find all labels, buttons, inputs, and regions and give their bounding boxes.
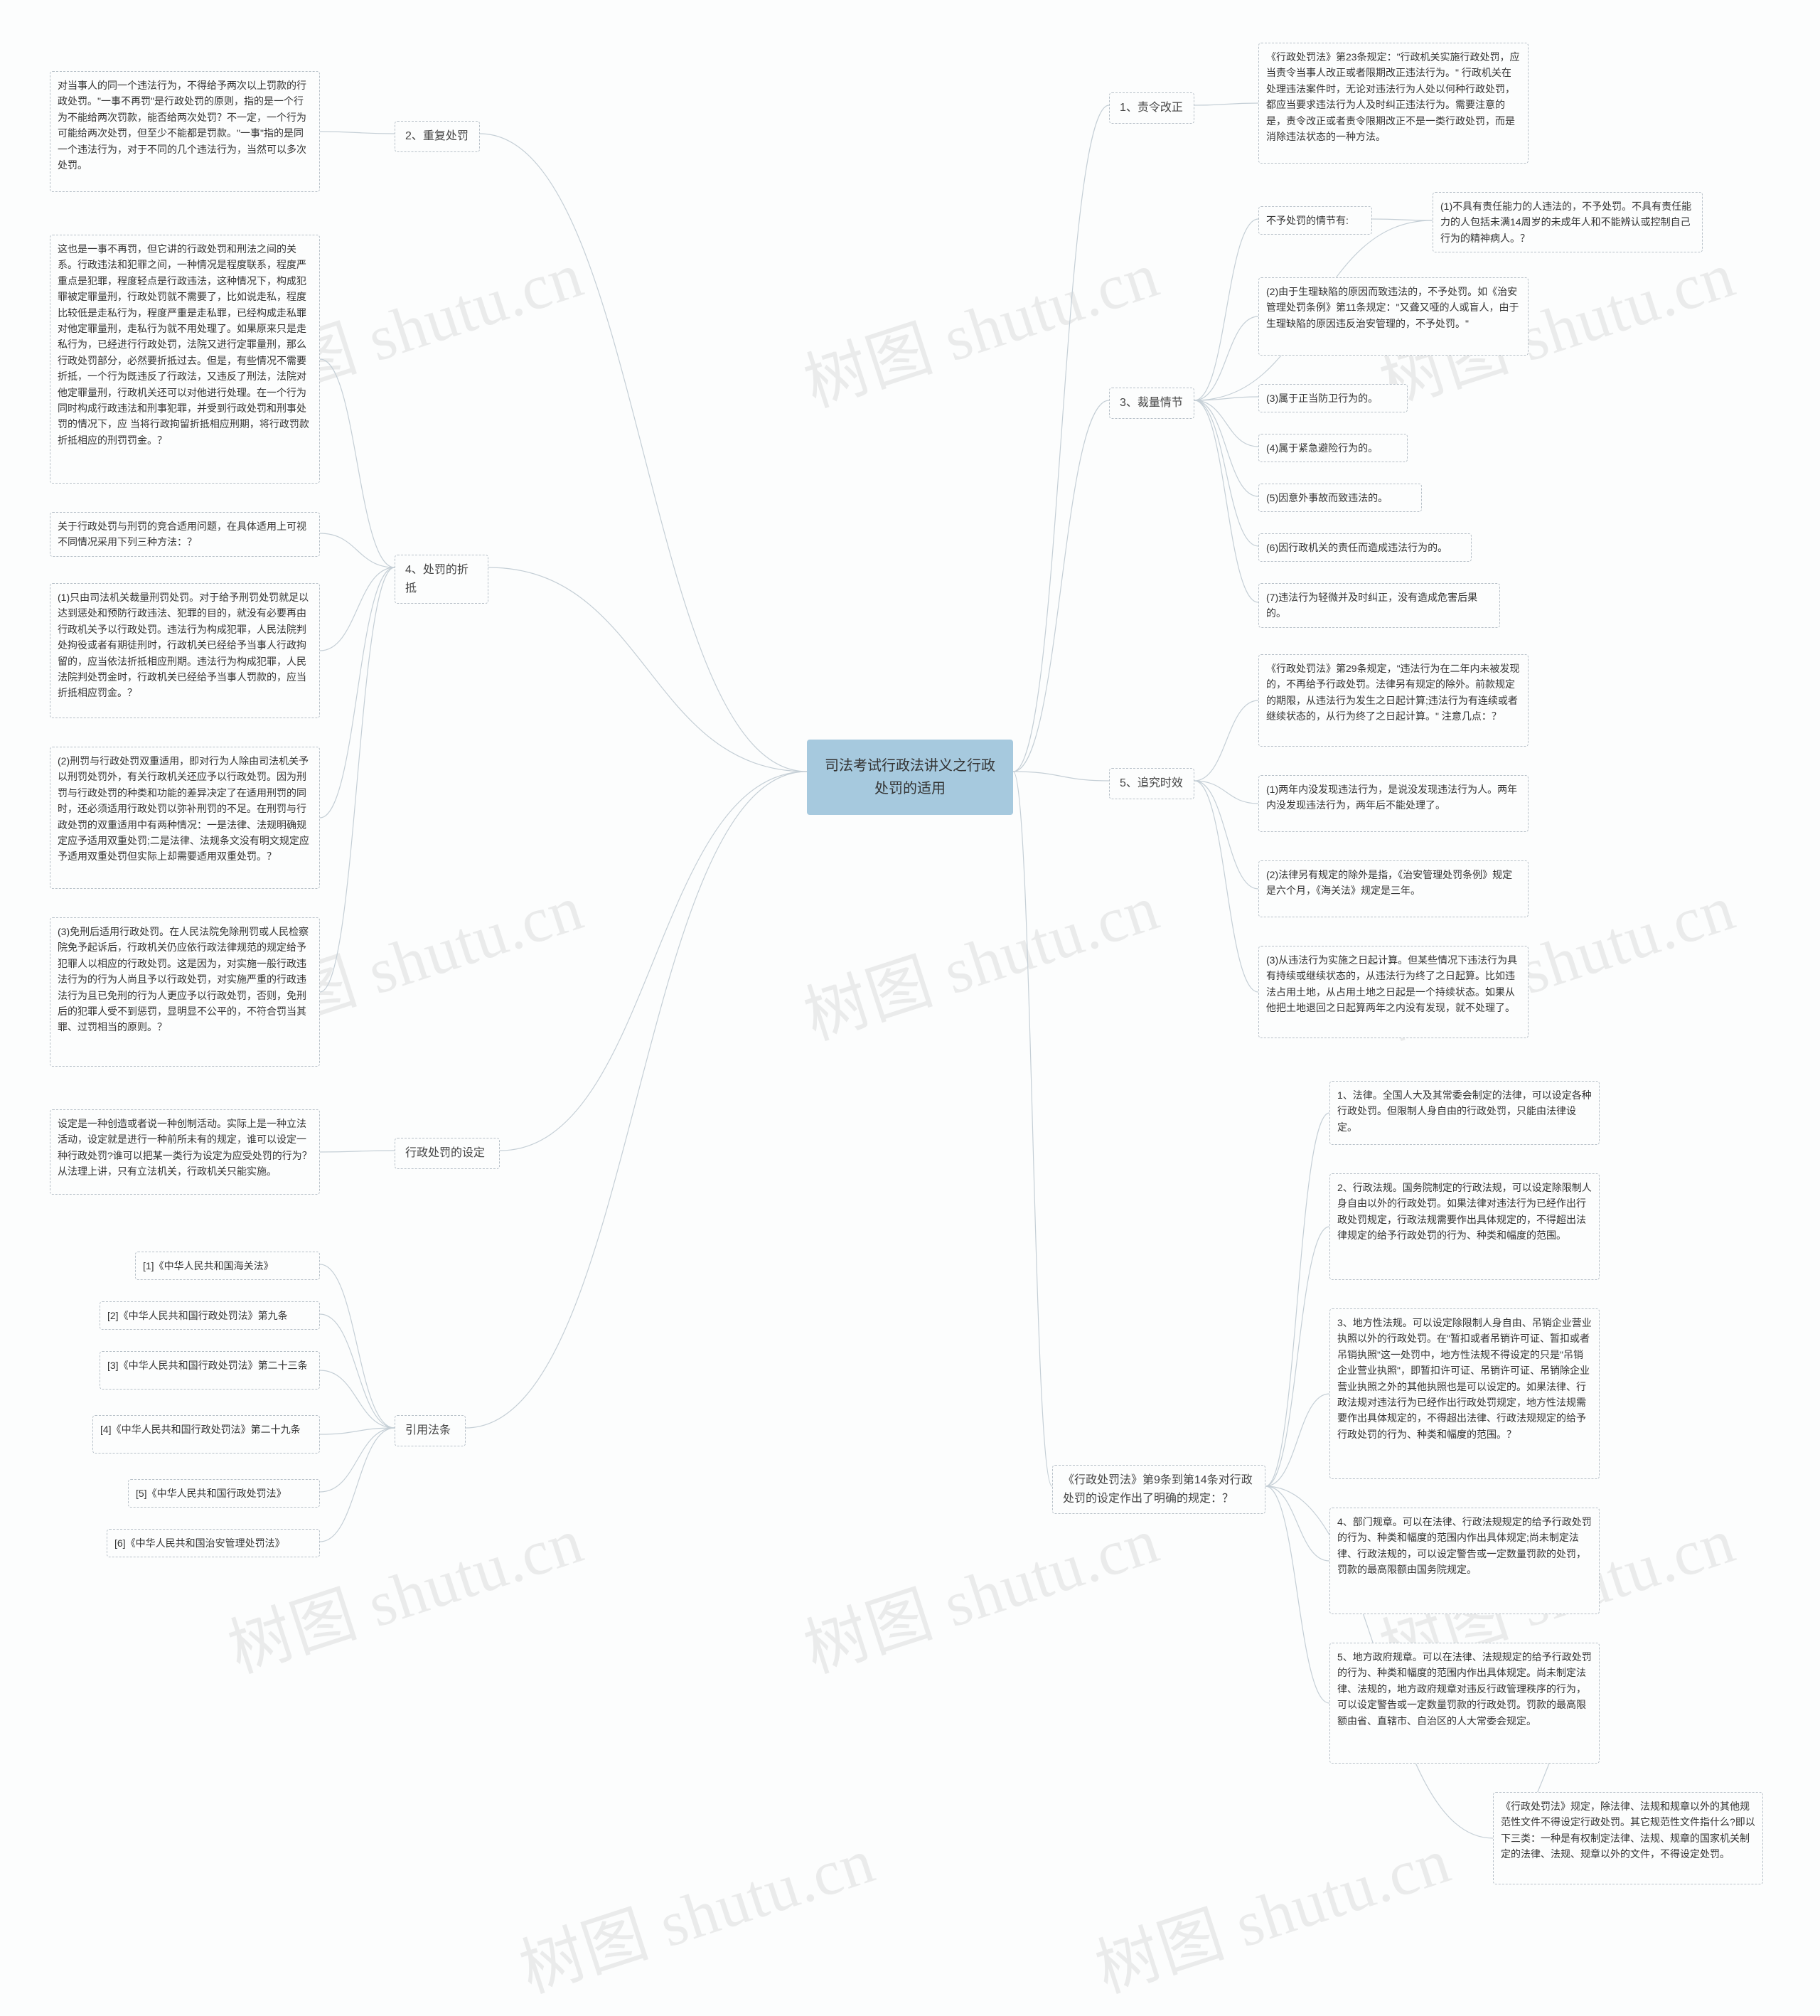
watermark: 树图 shutu.cn [791,855,1169,1057]
r2-child-1: (1)不具有责任能力的人违法的，不予处罚。不具有责任能力的人包括未满14周岁的未… [1433,192,1703,252]
l3-title-text: 行政处罚的设定 [405,1147,485,1159]
r2-child-4-text: (4)属于紧急避险行为的。 [1266,442,1378,454]
watermark: 树图 shutu.cn [791,1488,1169,1690]
r4-child-0-text: 1、法律。全国人大及其常委会制定的法律，可以设定各种行政处罚。但限制人身自由的行… [1337,1089,1592,1133]
l2-child-1: 关于行政处罚与刑罚的竞合适用问题，在具体适用上可视不同情况采用下列三种方法：？ [50,512,320,557]
r2-child-5: (5)因意外事故而致违法的。 [1258,484,1422,512]
center-node: 司法考试行政法讲义之行政处罚的适用 [807,740,1013,815]
r3-child-2-text: (2)法律另有规定的除外是指，《治安管理处罚条例》规定是六个月，《海关法》规定是… [1266,869,1512,896]
r3-title-text: 5、追究时效 [1120,777,1183,789]
l2-child-0: 这也是一事不再罚，但它讲的行政处罚和刑法之间的关系。行政违法和犯罪之间，一种情况… [50,235,320,484]
r4-child-4-text: 5、地方政府规章。可以在法律、法规规定的给予行政处罚的行为、种类和幅度的范围内作… [1337,1651,1592,1727]
l4-child-2-text: [3]《中华人民共和国行政处罚法》第二十三条 [107,1360,308,1371]
r2-child-3: (3)属于正当防卫行为的。 [1258,384,1408,412]
l3-child-0-text: 设定是一种创造或者说一种创制活动。实际上是一种立法活动，设定就是进行一种前所未有… [58,1118,312,1177]
l4-child-0: [1]《中华人民共和国海关法》 [135,1252,320,1280]
l4-title: 引用法条 [395,1415,466,1446]
r4-title: 《行政处罚法》第9条到第14条对行政处罚的设定作出了明确的规定：？ [1052,1465,1265,1514]
watermark: 树图 shutu.cn [1083,1808,1460,2010]
l3-title: 行政处罚的设定 [395,1138,500,1169]
l3-child-0: 设定是一种创造或者说一种创制活动。实际上是一种立法活动，设定就是进行一种前所未有… [50,1109,320,1195]
r1-title: 1、责令改正 [1109,92,1194,124]
r4-child-1-text: 2、行政法规。国务院制定的行政法规，可以设定除限制人身自由以外的行政处罚。如果法… [1337,1182,1592,1241]
r4-child-5: 《行政处罚法》规定，除法律、法规和规章以外的其他规范性文件不得设定行政处罚。其它… [1493,1792,1763,1884]
l4-child-1: [2]《中华人民共和国行政处罚法》第九条 [100,1301,320,1330]
l2-child-1-text: 关于行政处罚与刑罚的竞合适用问题，在具体适用上可视不同情况采用下列三种方法：？ [58,521,306,548]
r4-child-2-text: 3、地方性法规。可以设定除限制人身自由、吊销企业营业执照以外的行政处罚。在"暂扣… [1337,1317,1592,1440]
r2-child-2-text: (2)由于生理缺陷的原因而致违法的，不予处罚。如《治安管理处罚条例》第11条规定… [1266,286,1519,329]
r3-child-3-text: (3)从违法行为实施之日起计算。但某些情况下违法行为具有持续或继续状态的，从违法… [1266,954,1517,1013]
r2-child-7-text: (7)违法行为轻微并及时纠正，没有造成危害后果的。 [1266,592,1477,619]
r2-title-text: 3、裁量情节 [1120,397,1183,409]
r4-title-text: 《行政处罚法》第9条到第14条对行政处罚的设定作出了明确的规定：？ [1063,1474,1253,1505]
l2-child-4: (3)免刑后适用行政处罚。在人民法院免除刑罚或人民检察院免予起诉后，行政机关仍应… [50,917,320,1067]
r4-child-3: 4、部门规章。可以在法律、行政法规规定的给予行政处罚的行为、种类和幅度的范围内作… [1329,1508,1600,1614]
l2-title-text: 4、处罚的折抵 [405,564,469,594]
l4-child-5: [6]《中华人民共和国治安管理处罚法》 [107,1529,320,1557]
r2-child-2: (2)由于生理缺陷的原因而致违法的，不予处罚。如《治安管理处罚条例》第11条规定… [1258,277,1529,356]
r4-child-5-text: 《行政处罚法》规定，除法律、法规和规章以外的其他规范性文件不得设定行政处罚。其它… [1501,1801,1755,1860]
r3-child-3: (3)从违法行为实施之日起计算。但某些情况下违法行为具有持续或继续状态的，从违法… [1258,946,1529,1038]
r3-child-0: 《行政处罚法》第29条规定，"违法行为在二年内未被发现的，不再给予行政处罚。法律… [1258,654,1529,747]
watermark: 树图 shutu.cn [507,1808,884,2010]
r2-child-3-text: (3)属于正当防卫行为的。 [1266,393,1378,404]
l1-title: 2、重复处罚 [395,121,480,152]
r2-child-6: (6)因行政机关的责任而造成违法行为的。 [1258,533,1472,562]
l4-child-2: [3]《中华人民共和国行政处罚法》第二十三条 [100,1351,320,1390]
l2-child-3: (2)刑罚与行政处罚双重适用，即对行为人除由司法机关予以刑罚处罚外，有关行政机关… [50,747,320,889]
r1-child-0-text: 《行政处罚法》第23条规定："行政机关实施行政处罚，应当责令当事人改正或者限期改… [1266,51,1520,142]
l4-child-3: [4]《中华人民共和国行政处罚法》第二十九条 [92,1415,320,1454]
r2-child-0-text: 不予处罚的情节有: [1266,215,1349,226]
watermark: 树图 shutu.cn [215,1488,593,1690]
r1-title-text: 1、责令改正 [1120,102,1183,114]
l2-title: 4、处罚的折抵 [395,555,488,604]
l2-child-2-text: (1)只由司法机关裁量刑罚处罚。对于给予刑罚处罚就足以达到惩处和预防行政违法、犯… [58,592,309,698]
l2-child-4-text: (3)免刑后适用行政处罚。在人民法院免除刑罚或人民检察院免予起诉后，行政机关仍应… [58,926,309,1033]
mindmap-canvas: 树图 shutu.cn 树图 shutu.cn 树图 shutu.cn 树图 shut… [0,0,1820,2016]
r3-title: 5、追究时效 [1109,768,1194,799]
r3-child-1-text: (1)两年内没发现违法行为，是说没发现违法行为人。两年内没发现违法行为，两年后不… [1266,784,1517,811]
l4-child-4-text: [5]《中华人民共和国行政处罚法》 [136,1488,287,1499]
r3-child-0-text: 《行政处罚法》第29条规定，"违法行为在二年内未被发现的，不再给予行政处罚。法律… [1266,663,1520,722]
r2-child-0: 不予处罚的情节有: [1258,206,1372,235]
r2-title: 3、裁量情节 [1109,388,1194,419]
r2-child-7: (7)违法行为轻微并及时纠正，没有造成危害后果的。 [1258,583,1500,628]
l2-child-2: (1)只由司法机关裁量刑罚处罚。对于给予刑罚处罚就足以达到惩处和预防行政违法、犯… [50,583,320,718]
center-node-text: 司法考试行政法讲义之行政处罚的适用 [825,758,995,796]
l1-child-0: 对当事人的同一个违法行为，不得给予两次以上罚款的行政处罚。"一事不再罚"是行政处… [50,71,320,192]
l4-child-0-text: [1]《中华人民共和国海关法》 [143,1260,274,1271]
l4-child-5-text: [6]《中华人民共和国治安管理处罚法》 [114,1537,285,1549]
r4-child-0: 1、法律。全国人大及其常委会制定的法律，可以设定各种行政处罚。但限制人身自由的行… [1329,1081,1600,1145]
r1-child-0: 《行政处罚法》第23条规定："行政机关实施行政处罚，应当责令当事人改正或者限期改… [1258,43,1529,164]
r3-child-2: (2)法律另有规定的除外是指，《治安管理处罚条例》规定是六个月，《海关法》规定是… [1258,860,1529,917]
l4-title-text: 引用法条 [405,1424,451,1436]
r4-child-4: 5、地方政府规章。可以在法律、法规规定的给予行政处罚的行为、种类和幅度的范围内作… [1329,1643,1600,1764]
l4-child-3-text: [4]《中华人民共和国行政处罚法》第二十九条 [100,1424,301,1435]
r4-child-1: 2、行政法规。国务院制定的行政法规，可以设定除限制人身自由以外的行政处罚。如果法… [1329,1173,1600,1280]
l1-title-text: 2、重复处罚 [405,130,469,142]
r3-child-1: (1)两年内没发现违法行为，是说没发现违法行为人。两年内没发现违法行为，两年后不… [1258,775,1529,832]
l1-child-0-text: 对当事人的同一个违法行为，不得给予两次以上罚款的行政处罚。"一事不再罚"是行政处… [58,80,306,171]
r2-child-1-text: (1)不具有责任能力的人违法的，不予处罚。不具有责任能力的人包括未满14周岁的未… [1440,201,1691,244]
r2-child-6-text: (6)因行政机关的责任而造成违法行为的。 [1266,542,1447,553]
l4-child-4: [5]《中华人民共和国行政处罚法》 [128,1479,320,1508]
r2-child-4: (4)属于紧急避险行为的。 [1258,434,1408,462]
r2-child-5-text: (5)因意外事故而致违法的。 [1266,492,1388,503]
r4-child-3-text: 4、部门规章。可以在法律、行政法规规定的给予行政处罚的行为、种类和幅度的范围内作… [1337,1516,1592,1575]
l4-child-1-text: [2]《中华人民共和国行政处罚法》第九条 [107,1310,288,1321]
l2-child-3-text: (2)刑罚与行政处罚双重适用，即对行为人除由司法机关予以刑罚处罚外，有关行政机关… [58,755,309,862]
l2-child-0-text: 这也是一事不再罚，但它讲的行政处罚和刑法之间的关系。行政违法和犯罪之间，一种情况… [58,243,309,446]
r4-child-2: 3、地方性法规。可以设定除限制人身自由、吊销企业营业执照以外的行政处罚。在"暂扣… [1329,1308,1600,1479]
